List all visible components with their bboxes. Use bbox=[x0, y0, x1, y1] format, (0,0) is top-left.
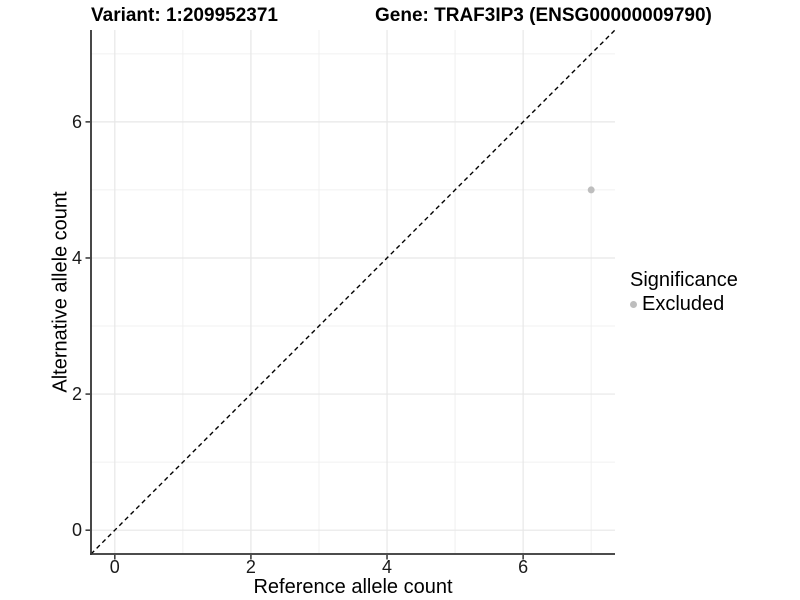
y-tick-label: 4 bbox=[72, 248, 82, 268]
legend-title: Significance bbox=[630, 269, 738, 291]
x-tick-label: 0 bbox=[110, 557, 120, 577]
y-tick-label: 6 bbox=[72, 112, 82, 132]
variant-title: Variant: 1:209952371 bbox=[91, 5, 278, 26]
x-tick-label: 4 bbox=[382, 557, 392, 577]
legend: Significance Excluded bbox=[630, 269, 738, 315]
legend-key-dot-icon bbox=[630, 300, 637, 308]
identity-line bbox=[90, 29, 616, 555]
x-axis-title: Reference allele count bbox=[253, 576, 453, 598]
y-tick-label: 0 bbox=[72, 520, 82, 540]
legend-item-excluded: Excluded bbox=[630, 293, 738, 315]
y-axis-title: Alternative allele count bbox=[49, 191, 72, 393]
legend-item-label: Excluded bbox=[642, 293, 725, 315]
gene-title: Gene: TRAF3IP3 (ENSG00000009790) bbox=[375, 5, 712, 26]
x-tick-label: 6 bbox=[518, 557, 528, 577]
y-tick-label: 2 bbox=[72, 384, 82, 404]
data-point bbox=[587, 186, 595, 194]
x-tick-label: 2 bbox=[246, 557, 256, 577]
